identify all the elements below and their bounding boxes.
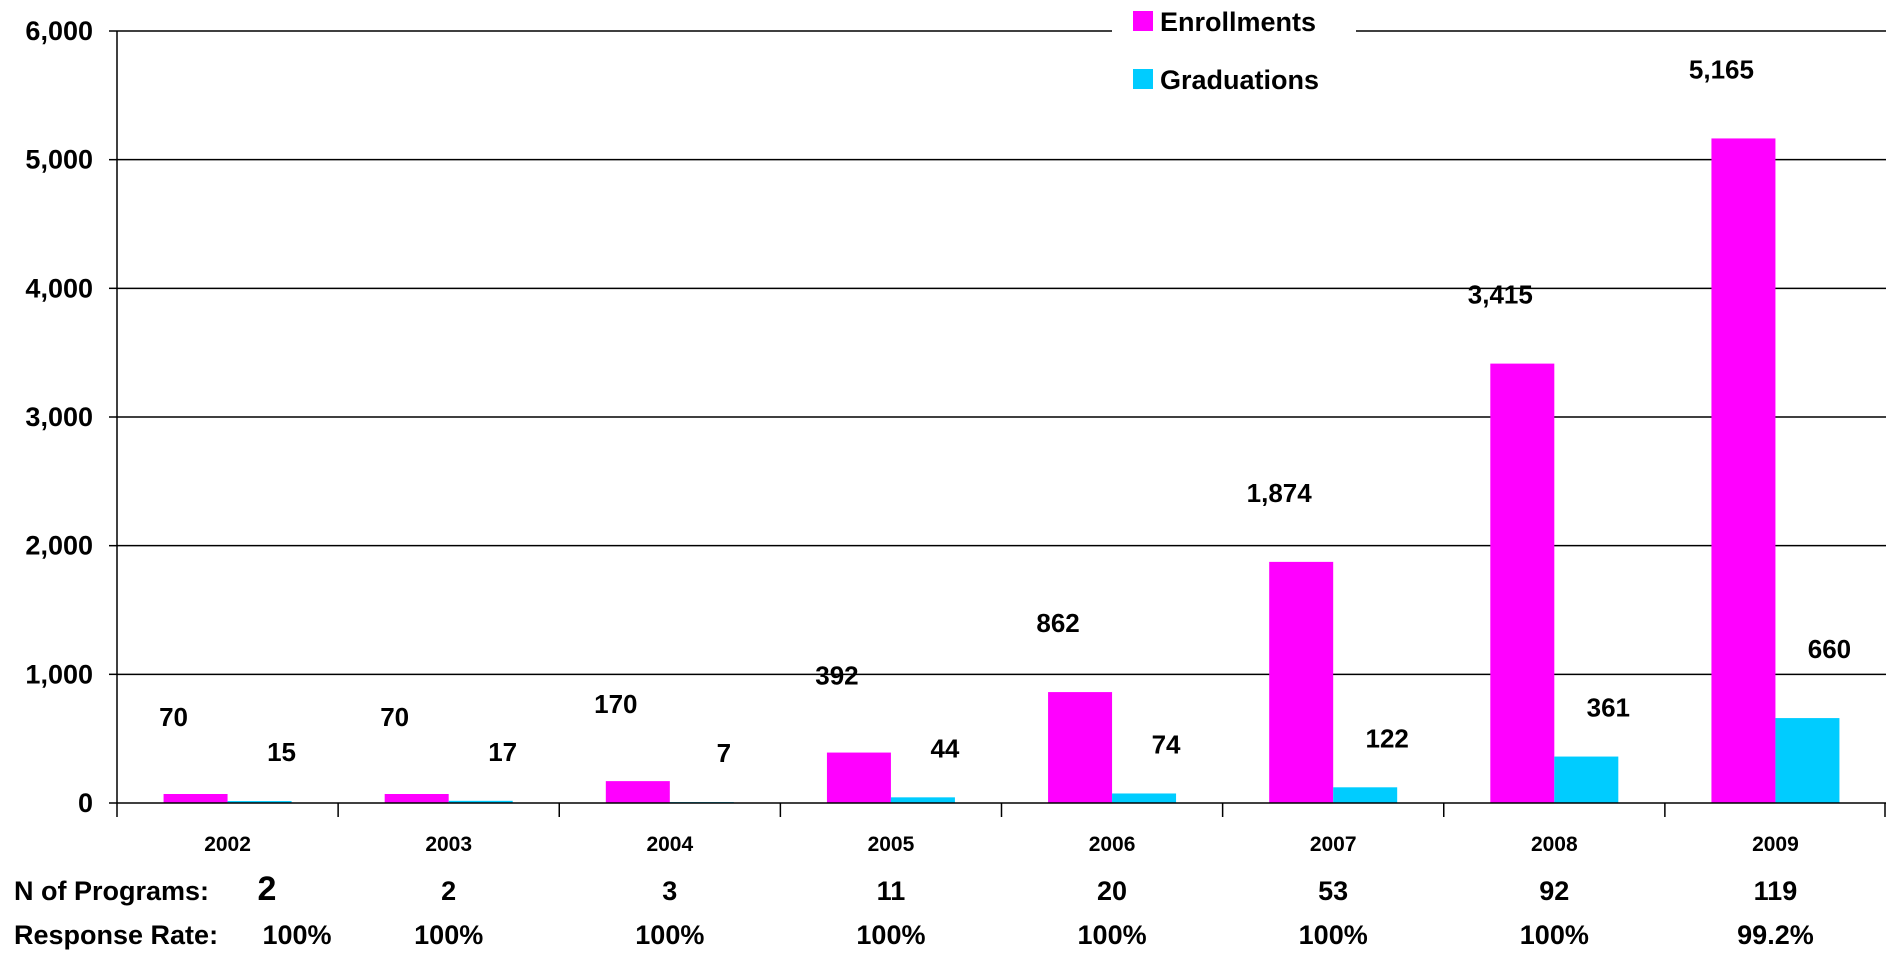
- graduations-bar: [1554, 756, 1619, 803]
- enrollments-data-label: 5,165: [1689, 54, 1754, 84]
- bar-chart: 0 1,000 2,000 3,000 4,000 5,000 6,000 2002 2003 2…: [25, 3, 1886, 856]
- response-value: 100%: [414, 920, 484, 950]
- graduations-data-label: 361: [1587, 693, 1630, 723]
- enrollments-bar: [384, 793, 449, 803]
- y-tick-label: 6,000: [25, 16, 93, 46]
- bars: [163, 138, 1840, 804]
- y-tick-label: 5,000: [25, 145, 93, 175]
- y-tick-label: 2,000: [25, 531, 93, 561]
- enrollments-bar: [605, 781, 670, 803]
- programs-value: 2: [257, 870, 277, 908]
- x-tick-label: 2003: [425, 833, 472, 856]
- graduations-data-label: 7: [717, 738, 731, 768]
- enrollments-bar: [1269, 561, 1334, 803]
- legend: Enrollments Graduations: [1112, 3, 1356, 99]
- y-tick-label: 3,000: [25, 402, 93, 432]
- enrollments-data-label: 70: [380, 702, 409, 732]
- enrollments-data-label: 392: [815, 661, 858, 691]
- programs-value: 20: [1097, 876, 1128, 906]
- graduations-data-label: 15: [267, 737, 296, 767]
- enrollments-bar: [163, 793, 228, 803]
- programs-value: 119: [1753, 876, 1798, 906]
- response-value: 100%: [262, 920, 332, 950]
- x-tick-label: 2009: [1752, 833, 1799, 856]
- graduations-data-label: 122: [1365, 723, 1408, 753]
- programs-value: 2: [441, 876, 457, 906]
- enrollments-data-label: 70: [159, 702, 188, 732]
- enrollments-legend-swatch: [1133, 11, 1153, 31]
- graduations-bar: [1112, 793, 1177, 803]
- x-tick-label: 2002: [204, 833, 251, 856]
- y-tick-label: 1,000: [25, 659, 93, 689]
- enrollments-legend-label: Enrollments: [1160, 7, 1316, 37]
- graduations-legend-swatch: [1133, 69, 1153, 89]
- x-tick-label: 2005: [868, 833, 915, 856]
- programs-row: N of Programs: 2 2 3 11 20 53 92 119: [0, 870, 1886, 916]
- graduations-data-label: 660: [1808, 634, 1851, 664]
- programs-label: N of Programs:: [14, 876, 210, 906]
- gridlines: [117, 30, 1886, 676]
- enrollments-data-label: 170: [594, 689, 637, 719]
- graduations-bar: [1775, 718, 1840, 803]
- y-tick-label: 0: [78, 788, 93, 818]
- enrollments-bar: [1490, 363, 1555, 803]
- response-value: 99.2%: [1737, 920, 1814, 950]
- programs-value: 3: [662, 876, 678, 906]
- x-tick-label: 2006: [1089, 833, 1136, 856]
- x-tick-label: 2007: [1310, 833, 1357, 856]
- response-row: Response Rate: 100% 100% 100% 100% 100% 100% 1…: [0, 920, 1886, 960]
- response-value: 100%: [1298, 920, 1368, 950]
- graduations-data-label: 17: [488, 737, 517, 767]
- graduations-data-label: 44: [930, 733, 959, 763]
- enrollments-data-label: 3,415: [1468, 280, 1533, 310]
- programs-value: 53: [1318, 876, 1349, 906]
- response-value: 100%: [1519, 920, 1589, 950]
- programs-value: 92: [1539, 876, 1570, 906]
- enrollments-bar: [826, 752, 891, 803]
- y-tick-label: 4,000: [25, 273, 93, 303]
- graduations-legend-label: Graduations: [1160, 65, 1319, 95]
- graduations-bar: [227, 801, 292, 803]
- response-value: 100%: [856, 920, 926, 950]
- graduations-bar: [1333, 787, 1398, 803]
- graduations-bar: [448, 800, 513, 803]
- graduations-bar: [890, 797, 955, 803]
- enrollments-data-label: 1,874: [1247, 478, 1313, 508]
- enrollments-bar: [1711, 138, 1776, 804]
- graduations-data-label: 74: [1152, 729, 1181, 759]
- enrollments-bar: [1048, 692, 1113, 803]
- response-value: 100%: [1077, 920, 1147, 950]
- axes: 0 1,000 2,000 3,000 4,000 5,000 6,000 2002 2003 2…: [25, 16, 1886, 856]
- x-tick-label: 2004: [646, 833, 693, 856]
- x-tick-label: 2008: [1531, 833, 1578, 856]
- response-value: 100%: [635, 920, 705, 950]
- programs-value: 11: [876, 876, 906, 906]
- response-label: Response Rate:: [14, 920, 219, 950]
- data-labels: 70 15 70 17 170 7 392 44 862 74 1,874 122 3,415 361 5,…: [159, 54, 1851, 768]
- enrollments-data-label: 862: [1036, 608, 1079, 638]
